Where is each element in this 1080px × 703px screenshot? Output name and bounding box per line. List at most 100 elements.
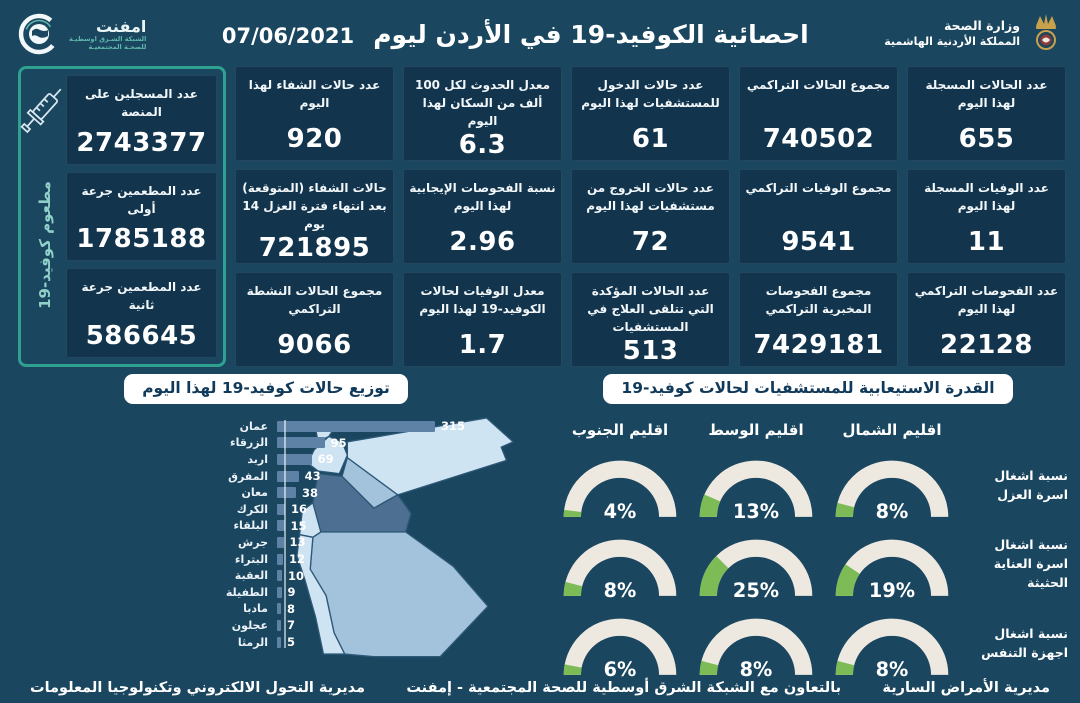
- stat-card: حالات الشفاء (المتوقعة) بعد انتهاء فترة …: [235, 169, 394, 264]
- gauge-arc: 8%: [699, 618, 813, 681]
- emphnet-sub1: الشبكة الشـرق اوسطيـة: [69, 34, 147, 43]
- stat-label: عدد حالات الشفاء لهذا اليوم: [248, 78, 381, 110]
- bar-value-label: 16: [291, 502, 308, 517]
- stat-label: عدد حالات الخروج من مستشفيات لهذا اليوم: [586, 181, 715, 213]
- stat-value: 72: [631, 227, 670, 257]
- gauge: 13%: [692, 446, 820, 525]
- emphnet-branding: امفنت الشبكة الشـرق اوسطيـة للصحـة المجت…: [16, 11, 146, 57]
- vaccination-side-strip: مطعوم كوفيد-19: [20, 75, 63, 358]
- stat-card: مجموع الحالات النشطة التراكمي 9066: [235, 272, 394, 367]
- vaccination-cards: عدد المسجلين على المنصة 2743377 عدد المطعم…: [66, 75, 217, 359]
- bar-row: الرمثا 5: [196, 634, 516, 651]
- moh-emblem-icon: [1036, 14, 1056, 50]
- bar-fill: [277, 470, 299, 482]
- bar-fill: [277, 619, 281, 631]
- gauge: 4%: [556, 446, 684, 525]
- stat-card: عدد حالات الشفاء لهذا اليوم 920: [235, 66, 394, 161]
- syringe-icon: [20, 88, 62, 134]
- footer-right: مديرية الأمراض السارية: [882, 680, 1050, 696]
- vaccination-card: عدد المطعمين جرعة أولى 1785188: [66, 171, 217, 262]
- gauge: 8%: [692, 604, 820, 683]
- region-header: اقليم الوسط: [708, 421, 804, 439]
- gauge-arc: 25%: [699, 539, 813, 602]
- capacity-title: القدرة الاستيعابية للمستشفيات لحالات كوف…: [603, 374, 1013, 404]
- bar-row: عجلون 7: [196, 617, 516, 634]
- gauge-arc: 8%: [835, 618, 949, 681]
- stat-card: عدد الحالات المسجلة لهذا اليوم 655: [907, 66, 1066, 161]
- stat-value: 1785188: [76, 224, 207, 255]
- bar-category-label: المفرق: [228, 469, 268, 483]
- stat-card: معدل الوفيات لحالات الكوفيد-19 لهذا اليو…: [403, 272, 562, 367]
- bar-value-label: 95: [330, 435, 347, 450]
- bar-fill: [277, 520, 285, 532]
- bar-value-label: 5: [287, 635, 296, 650]
- gauge-head-spacer: [964, 414, 1068, 446]
- bar-category-label: اربد: [247, 452, 268, 466]
- gauge: 8%: [828, 446, 956, 525]
- stat-label: نسبة الفحوصات الإيجابية لهذا اليوم: [409, 181, 556, 213]
- stat-value: 586645: [85, 321, 198, 352]
- vaccination-card: عدد المسجلين على المنصة 2743377: [66, 75, 217, 165]
- bar-fill: [277, 487, 297, 499]
- bar-value-label: 15: [290, 518, 307, 533]
- cases-bar-chart: عمان 315 الزرقاء 95 اربد 69 المفرق 43 معان 38 الكر…: [196, 418, 516, 650]
- stat-value: 9541: [781, 227, 856, 257]
- bar-row: معان 38: [196, 484, 516, 501]
- svg-text:6%: 6%: [604, 658, 637, 681]
- bar-row: الطفيلة 9: [196, 584, 516, 601]
- bar-row: مادبا 8: [196, 601, 516, 618]
- bar-value-label: 315: [441, 419, 466, 434]
- stat-label: مجموع الوفيات التراكمي: [745, 181, 892, 195]
- stat-value: 721895: [258, 233, 371, 263]
- stat-value: 920: [286, 124, 343, 154]
- emphnet-sub2: للصحـة المجتمعيـة: [88, 42, 147, 51]
- bar-value-label: 69: [317, 452, 334, 467]
- bar-value-label: 10: [288, 568, 305, 583]
- bar-fill: [277, 437, 325, 449]
- stat-value: 1.7: [458, 330, 507, 360]
- emphnet-logo-icon: [18, 13, 60, 55]
- emphnet-name: امفنت: [95, 16, 147, 36]
- stat-label: مجموع الفحوصات المخبرية التراكمي: [765, 284, 872, 316]
- bar-fill: [277, 586, 282, 598]
- vaccination-side-label: مطعوم كوفيد-19: [36, 180, 54, 309]
- bar-category-label: الطفيلة: [225, 585, 268, 599]
- stat-card: عدد الحالات المؤكدة التي تتلقى العلاج في…: [571, 272, 730, 367]
- stat-card: مجموع الحالات التراكمي 740502: [739, 66, 898, 161]
- gauge-row-label: نسبة اشغال اسرة العناية الحثيثة: [993, 537, 1068, 590]
- stat-value: 11: [967, 227, 1006, 257]
- svg-text:25%: 25%: [733, 579, 779, 602]
- bar-fill: [277, 553, 284, 565]
- stat-label: عدد حالات الدخول للمستشفيات لهذا اليوم: [581, 78, 720, 110]
- gauge-row-label: نسبة اشغال اسرة العزل: [994, 467, 1068, 502]
- gauge: 8%: [556, 525, 684, 604]
- stat-card: عدد الوفيات المسجلة لهذا اليوم 11: [907, 169, 1066, 264]
- stat-value: 7429181: [753, 330, 884, 360]
- emphnet-text: امفنت الشبكة الشـرق اوسطيـة للصحـة المجت…: [69, 17, 146, 52]
- bar-value-label: 12: [289, 552, 306, 567]
- jordan-map-wrap: [238, 410, 523, 666]
- svg-text:8%: 8%: [876, 500, 909, 523]
- bar-row: عمان 315: [196, 418, 516, 435]
- bar-category-label: عمان: [239, 419, 268, 433]
- stat-card: عدد الفحوصات التراكمي لهذا اليوم 22128: [907, 272, 1066, 367]
- stat-card: عدد حالات الدخول للمستشفيات لهذا اليوم 61: [571, 66, 730, 161]
- bar-category-label: البتراء: [234, 552, 268, 566]
- footer: مديرية الأمراض السارية بالتعاون مع الشبك…: [0, 680, 1080, 696]
- stat-card: مجموع الوفيات التراكمي 9541: [739, 169, 898, 264]
- moh-text: وزارة الصحة المملكة الأردنية الهاشمية: [884, 18, 1020, 50]
- bar-fill: [277, 420, 435, 432]
- bar-fill: [277, 636, 281, 648]
- footer-center: بالتعاون مع الشبكة الشرق أوسطية للصحة ال…: [406, 680, 842, 696]
- stat-value: 2743377: [76, 127, 207, 158]
- bar-fill: [277, 536, 284, 548]
- moh-branding: وزارة الصحة المملكة الأردنية الهاشمية: [884, 12, 1064, 56]
- region-header: اقليم الشمال: [842, 421, 942, 439]
- bar-row: المفرق 43: [196, 468, 516, 485]
- bar-row: البتراء 12: [196, 551, 516, 568]
- bar-row: الكرك 16: [196, 501, 516, 518]
- stat-column: معدل الحدوث لكل 100 ألف من السكان لهذا ا…: [403, 66, 562, 367]
- stat-label: مجموع الحالات التراكمي: [746, 78, 891, 92]
- stat-value: 9066: [277, 330, 352, 360]
